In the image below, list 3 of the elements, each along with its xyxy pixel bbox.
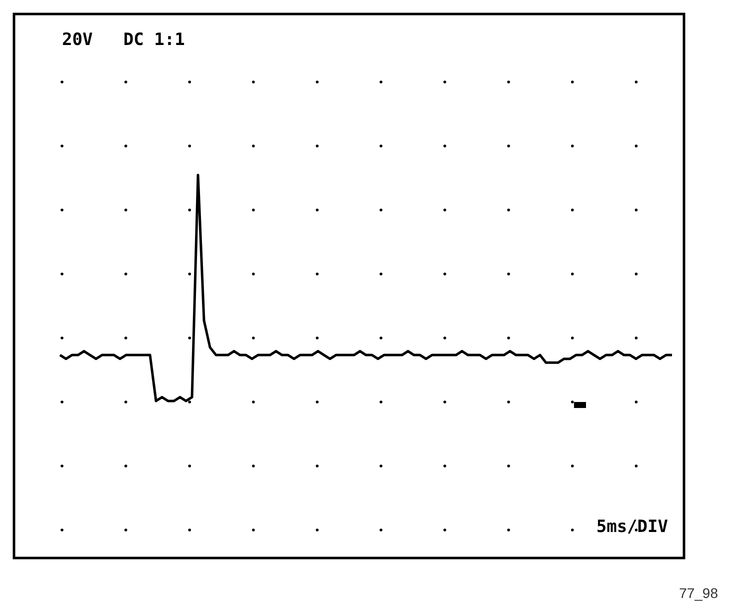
annotation: 5ms/DIV: [596, 517, 668, 537]
text: 20V DC 1:1: [62, 30, 185, 50]
text: 77_98: [679, 585, 718, 601]
